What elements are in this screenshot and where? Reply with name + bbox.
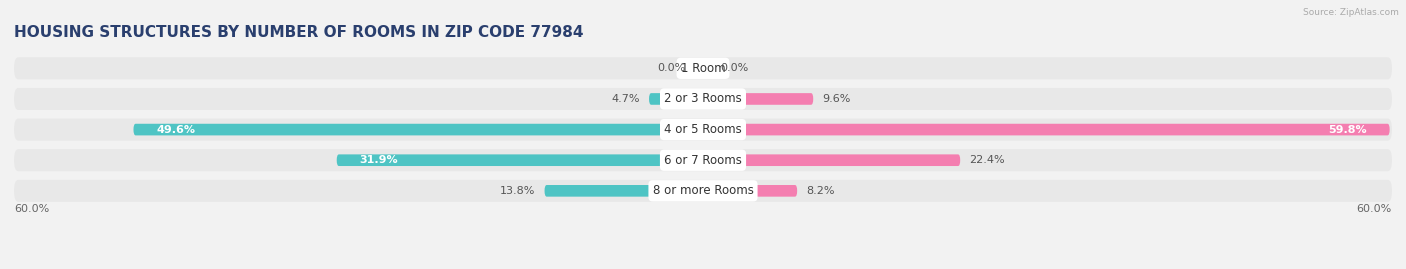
FancyBboxPatch shape (14, 149, 1392, 171)
Text: 6 or 7 Rooms: 6 or 7 Rooms (664, 154, 742, 167)
Text: 59.8%: 59.8% (1329, 125, 1367, 134)
FancyBboxPatch shape (14, 88, 1392, 110)
FancyBboxPatch shape (134, 124, 703, 135)
Text: 31.9%: 31.9% (360, 155, 398, 165)
Text: 49.6%: 49.6% (156, 125, 195, 134)
FancyBboxPatch shape (14, 119, 1392, 141)
FancyBboxPatch shape (650, 93, 703, 105)
Text: 4 or 5 Rooms: 4 or 5 Rooms (664, 123, 742, 136)
Text: 8 or more Rooms: 8 or more Rooms (652, 184, 754, 197)
Text: 60.0%: 60.0% (14, 204, 49, 214)
Text: 0.0%: 0.0% (720, 63, 748, 73)
Text: 9.6%: 9.6% (823, 94, 851, 104)
Text: 1 Room: 1 Room (681, 62, 725, 75)
Text: 4.7%: 4.7% (612, 94, 640, 104)
Text: 13.8%: 13.8% (501, 186, 536, 196)
FancyBboxPatch shape (14, 57, 1392, 79)
FancyBboxPatch shape (703, 124, 1389, 135)
FancyBboxPatch shape (703, 154, 960, 166)
Text: 22.4%: 22.4% (969, 155, 1005, 165)
Text: 2 or 3 Rooms: 2 or 3 Rooms (664, 93, 742, 105)
FancyBboxPatch shape (703, 185, 797, 197)
Text: 60.0%: 60.0% (1357, 204, 1392, 214)
FancyBboxPatch shape (544, 185, 703, 197)
FancyBboxPatch shape (14, 180, 1392, 202)
FancyBboxPatch shape (336, 154, 703, 166)
Text: HOUSING STRUCTURES BY NUMBER OF ROOMS IN ZIP CODE 77984: HOUSING STRUCTURES BY NUMBER OF ROOMS IN… (14, 25, 583, 40)
Text: 8.2%: 8.2% (807, 186, 835, 196)
FancyBboxPatch shape (703, 93, 813, 105)
Text: Source: ZipAtlas.com: Source: ZipAtlas.com (1303, 8, 1399, 17)
Text: 0.0%: 0.0% (658, 63, 686, 73)
